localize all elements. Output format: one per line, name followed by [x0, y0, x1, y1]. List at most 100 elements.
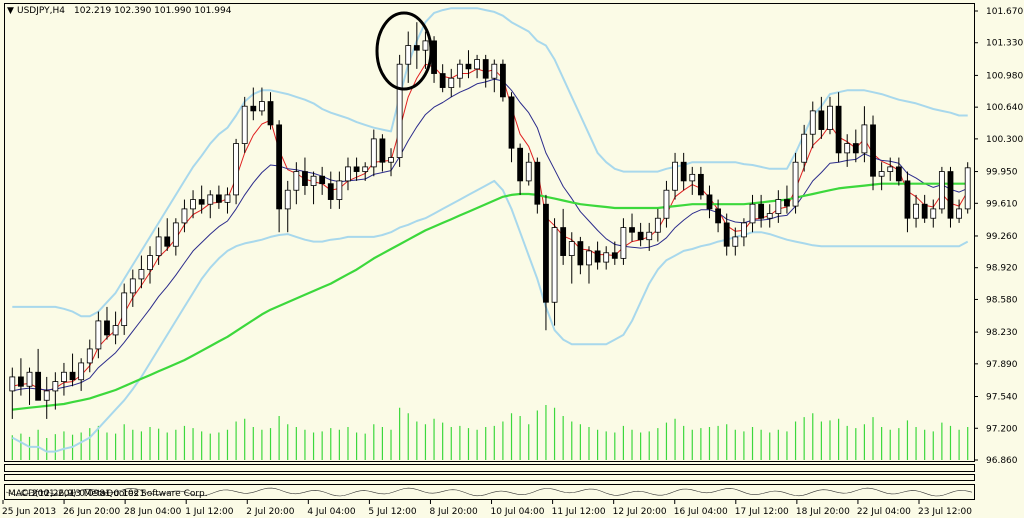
candle-body: [568, 241, 575, 256]
candle: [956, 199, 962, 223]
candle-body: [413, 45, 420, 51]
candle: [551, 218, 558, 326]
x-tick-label: 5 Jul 12:00: [368, 507, 417, 517]
candle-body: [809, 110, 816, 135]
candle-body: [336, 180, 343, 200]
candle-body: [353, 166, 360, 172]
candle: [500, 59, 506, 102]
candle-body: [362, 166, 369, 172]
indicator-panel[interactable]: [4, 484, 975, 500]
x-tick-label: 17 Jul 12:00: [735, 507, 789, 517]
candle-body: [293, 171, 300, 191]
candle-body: [887, 166, 894, 172]
candle: [792, 152, 799, 214]
candle: [9, 367, 16, 419]
candle-body: [913, 203, 919, 219]
candle: [465, 50, 472, 79]
candle: [353, 157, 360, 181]
candle-body: [164, 236, 171, 247]
candle-body: [26, 371, 33, 387]
x-tick-label: 16 Jul 04:00: [674, 507, 728, 517]
candle-body: [508, 96, 515, 149]
candle: [525, 152, 532, 186]
candle-body: [732, 236, 739, 247]
candle-body: [878, 171, 885, 177]
candle: [697, 166, 704, 200]
candle-body: [241, 105, 248, 144]
candle-body: [474, 59, 480, 70]
copyright-text: © 2001-2013 MetaQuotes Software Corp.: [20, 489, 208, 499]
candle: [78, 358, 85, 391]
candle: [508, 92, 515, 163]
candle-body: [680, 161, 687, 182]
candle-body: [259, 101, 265, 112]
y-tick-label: 97.540: [986, 393, 1018, 403]
candle-body: [190, 199, 196, 210]
candle-body: [672, 161, 678, 191]
swing-high-circle: [375, 11, 433, 91]
candle-body: [35, 371, 42, 401]
candle: [164, 218, 171, 251]
candle: [749, 194, 756, 233]
candle-body: [749, 203, 756, 224]
candle-body: [792, 161, 799, 207]
candle: [689, 166, 696, 195]
candle-body: [629, 227, 635, 233]
y-tick-label: 97.200: [986, 424, 1018, 434]
candle-body: [784, 199, 790, 207]
candle-body: [181, 208, 188, 224]
candle-body: [250, 105, 257, 112]
candle-body: [491, 63, 498, 79]
header-arrow-icon[interactable]: ▼: [7, 6, 14, 16]
candle-body: [379, 138, 386, 163]
candle-body: [155, 236, 162, 256]
separator-strip: [4, 474, 975, 481]
candle-body: [646, 231, 653, 241]
candle: [129, 269, 136, 307]
candle: [775, 190, 782, 223]
candle: [663, 180, 670, 228]
candle-body: [319, 175, 326, 185]
candle: [543, 194, 549, 331]
candle-body: [766, 213, 773, 219]
candle-body: [448, 77, 455, 88]
x-tick-label: 18 Jul 20:00: [796, 507, 850, 517]
candle-body: [52, 381, 59, 392]
candle: [233, 138, 239, 205]
candle: [456, 59, 463, 88]
candle: [396, 54, 403, 167]
x-tick-label: 22 Jul 04:00: [857, 507, 911, 517]
candle-body: [43, 390, 50, 401]
candle: [86, 339, 93, 373]
candle: [723, 213, 730, 256]
bollinger-upper-line: [12, 7, 968, 318]
candle: [43, 376, 50, 419]
candle: [758, 194, 765, 228]
candle: [827, 96, 833, 135]
candle-body: [172, 222, 179, 247]
x-tick-label: 23 Jul 12:00: [918, 507, 972, 517]
candle-body: [861, 124, 868, 154]
candle: [861, 106, 868, 163]
candle: [319, 166, 326, 195]
candle-body: [345, 166, 351, 182]
candle-body: [310, 175, 317, 186]
candle: [138, 255, 145, 289]
x-tick-label: 28 Jun 04:00: [124, 507, 181, 517]
candle: [560, 208, 567, 265]
candle: [52, 372, 59, 410]
candle: [35, 348, 42, 401]
candle-body: [207, 194, 214, 205]
candle: [784, 185, 790, 214]
candle: [370, 129, 377, 177]
x-tick-label: 12 Jul 20:00: [613, 507, 667, 517]
candle-body: [543, 203, 549, 303]
y-tick-label: 98.920: [986, 264, 1018, 274]
y-tick-label: 97.890: [986, 360, 1018, 370]
candle: [594, 241, 601, 270]
candle: [336, 171, 343, 209]
candle: [388, 148, 394, 177]
main-plot-frame: [4, 3, 975, 462]
candle-body: [215, 194, 222, 203]
